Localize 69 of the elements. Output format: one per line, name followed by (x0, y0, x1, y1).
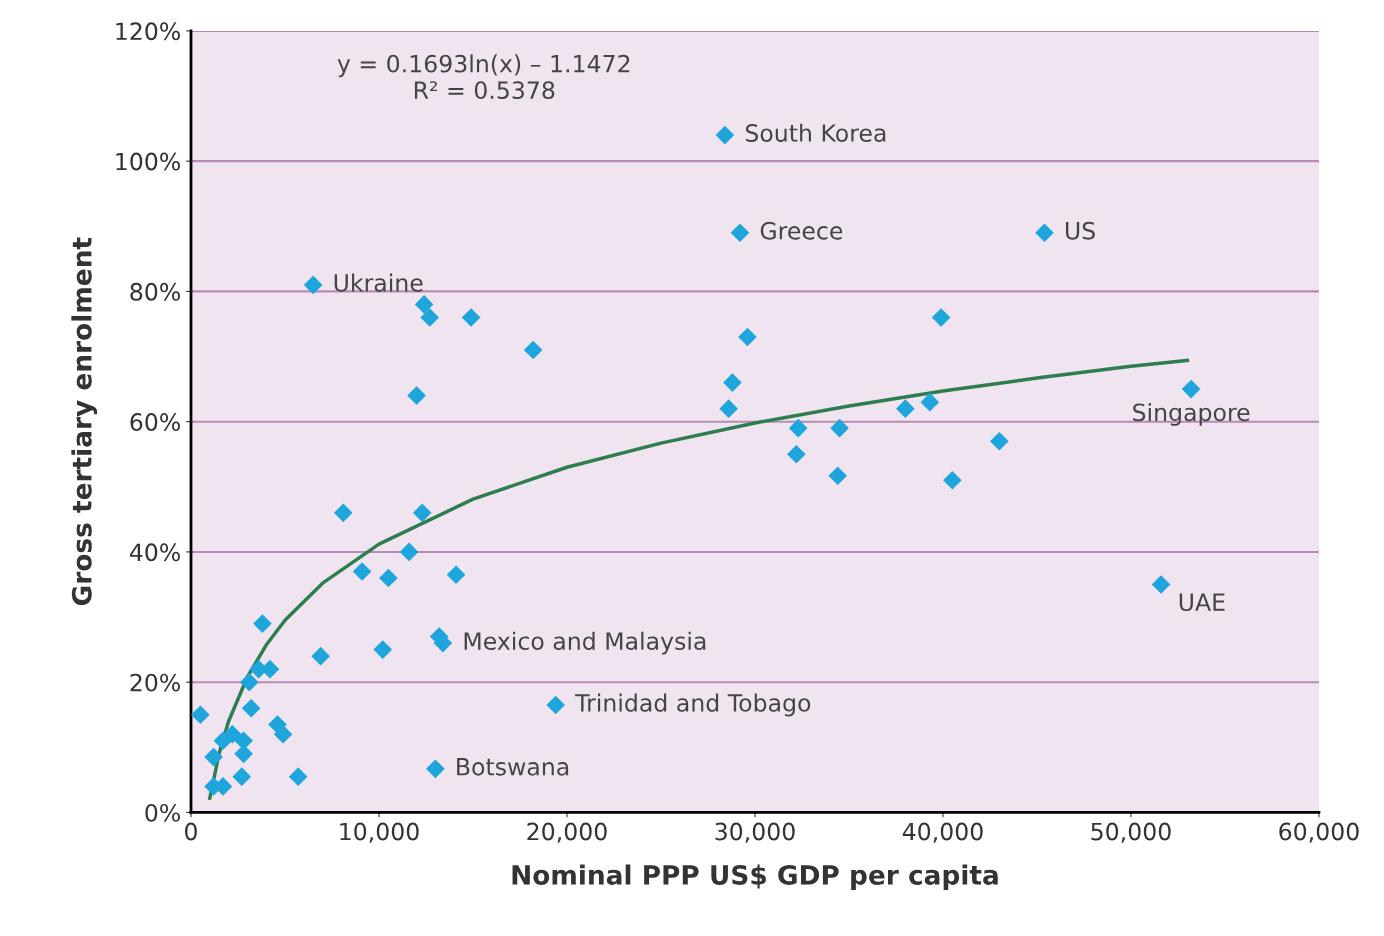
point (546, 695, 566, 715)
point (204, 747, 223, 767)
point (379, 568, 398, 588)
point (373, 640, 393, 659)
point (311, 646, 331, 666)
x-tick-label: 40,000 (902, 822, 983, 843)
point (191, 705, 210, 725)
point (239, 672, 259, 692)
point (234, 744, 253, 764)
annotation: UAE (1179, 593, 1225, 612)
point (830, 418, 849, 438)
point (303, 275, 323, 295)
point (787, 444, 806, 464)
x-tick-label: 60,000 (1279, 822, 1359, 843)
point (446, 565, 466, 585)
point (232, 767, 252, 786)
point (1181, 379, 1201, 399)
annotation: US (1065, 221, 1095, 240)
point (523, 340, 543, 360)
annotation: Greece (760, 221, 843, 240)
point (420, 308, 440, 327)
point (715, 125, 735, 145)
point (253, 614, 272, 633)
y-tick-label: 120% (116, 22, 180, 41)
point (723, 373, 742, 392)
point (719, 399, 738, 418)
y-tick-label: 60% (130, 413, 180, 431)
y-tick-label: 100% (116, 152, 180, 171)
y-tick-label: 20% (130, 673, 180, 692)
annotation: y = 0.1693ln(x) – 1.1472 R² = 0.5378 (337, 54, 630, 100)
x-tick-label: 20,000 (527, 822, 607, 843)
x-tick-label: 10,000 (340, 822, 419, 843)
x-tick-label: 50,000 (1091, 822, 1171, 843)
point (352, 562, 372, 581)
annotation: South Korea (745, 123, 886, 142)
annotation: Mexico and Malaysia (464, 631, 706, 655)
point (1035, 223, 1054, 243)
x-tick-label: 30,000 (715, 822, 795, 843)
y-tick-label: 40% (129, 543, 180, 562)
point (730, 223, 750, 243)
point (461, 308, 481, 327)
point (931, 308, 951, 327)
point (412, 503, 432, 523)
point (273, 724, 293, 744)
point (1151, 575, 1171, 594)
y-tick-label: 0% (145, 803, 180, 822)
y-tick-label: 80% (130, 282, 180, 301)
point (920, 392, 940, 412)
annotation: Trinidad and Tobago (575, 693, 811, 717)
point (407, 386, 426, 405)
annotation: Ukraine (334, 273, 423, 292)
point (788, 418, 808, 438)
annotation: Botswana (457, 758, 569, 776)
point (738, 327, 757, 347)
point (241, 698, 261, 718)
y-axis-title: Gross tertiary enrolment (71, 237, 98, 606)
point (288, 767, 308, 786)
point (426, 759, 445, 779)
point (896, 399, 915, 418)
x-tick-label: 0 (185, 822, 197, 841)
point (333, 503, 353, 523)
point (414, 295, 434, 314)
x-axis-title: Nominal PPP US$ GDP per capita (512, 864, 998, 891)
point (943, 470, 962, 490)
point (828, 466, 848, 486)
point (399, 542, 419, 562)
point (223, 724, 242, 744)
annotation: Singapore (1133, 402, 1250, 426)
point (990, 431, 1009, 451)
